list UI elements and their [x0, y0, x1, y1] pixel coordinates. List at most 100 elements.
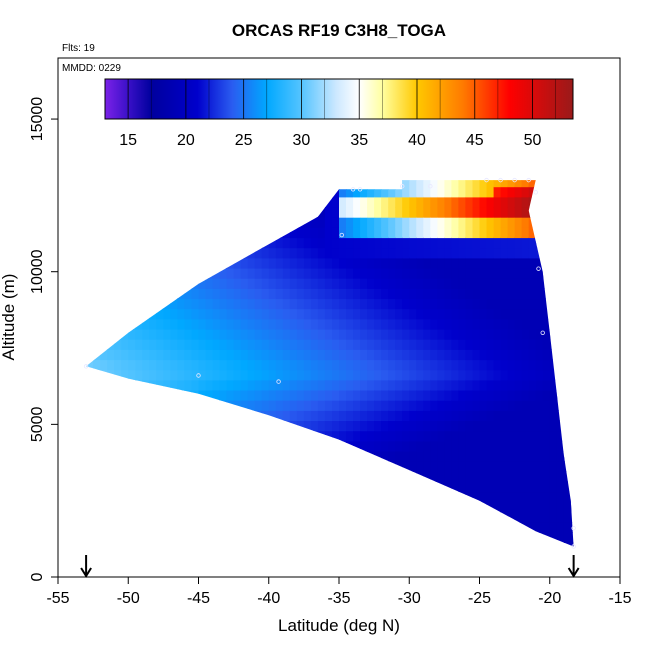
heatmap-cell [542, 522, 551, 533]
heatmap-cell [317, 542, 326, 547]
heatmap-cell [282, 196, 291, 208]
heatmap-cell [360, 420, 368, 432]
heatmap-cell [507, 501, 516, 513]
heatmap-cell [514, 410, 523, 421]
heatmap-cell [451, 308, 459, 320]
heatmap-cell [549, 410, 558, 421]
heatmap-cell [563, 227, 572, 239]
heatmap-cell [142, 400, 150, 411]
heatmap-cell [493, 532, 502, 543]
heatmap-cell [149, 278, 157, 289]
heatmap-cell [395, 180, 403, 188]
heatmap-cell [149, 257, 157, 269]
heatmap-cell [163, 328, 171, 340]
heatmap-cell [296, 440, 305, 452]
heatmap-cell [191, 349, 200, 361]
heatmap-cell [247, 491, 256, 503]
heatmap-cell [353, 491, 361, 503]
heatmap-cell [472, 379, 481, 391]
heatmap-cell [473, 166, 481, 177]
heatmap-cell [317, 400, 326, 411]
heatmap-cell [177, 217, 185, 228]
heatmap-cell [226, 278, 235, 289]
heatmap-cell [535, 180, 544, 188]
heatmap-cell [86, 227, 94, 239]
heatmap-cell [317, 379, 326, 391]
heatmap-cell [219, 410, 228, 421]
heatmap-cell [121, 227, 129, 239]
heatmap-cell [332, 410, 340, 421]
heatmap-cell [240, 410, 249, 421]
heatmap-cell [261, 461, 270, 472]
heatmap-cell [353, 450, 361, 462]
heatmap-cell [332, 180, 340, 188]
heatmap-cell [549, 298, 558, 310]
heatmap-cell [177, 532, 185, 543]
heatmap-cell [317, 288, 326, 300]
heatmap-cell [528, 328, 537, 340]
heatmap-cell [240, 430, 249, 442]
heatmap-cell [360, 339, 368, 350]
heatmap-cell [296, 369, 305, 381]
heatmap-cell [388, 180, 396, 188]
heatmap-cell [339, 196, 347, 208]
heatmap-cell [486, 196, 495, 208]
heatmap-cell [233, 420, 242, 432]
heatmap-cell [156, 420, 164, 432]
heatmap-cell [451, 196, 459, 208]
heatmap-cell [374, 420, 382, 432]
heatmap-cell [184, 430, 192, 442]
heatmap-cell [107, 288, 115, 300]
heatmap-cell [437, 481, 445, 493]
heatmap-cell [198, 206, 207, 218]
heatmap-cell [233, 410, 242, 421]
arrow-head [567, 567, 580, 578]
heatmap-cell [205, 206, 214, 218]
heatmap-cell [514, 369, 523, 381]
heatmap-cell [388, 481, 396, 493]
heatmap-cell [430, 257, 438, 269]
heatmap-cell [191, 288, 200, 300]
heatmap-cell [93, 501, 101, 513]
heatmap-cell [507, 257, 516, 269]
heatmap-cell [346, 206, 354, 218]
heatmap-cell [247, 186, 256, 198]
heatmap-cell [332, 532, 340, 543]
heatmap-cell [107, 369, 115, 381]
heatmap-cell [177, 522, 185, 533]
heatmap-cell [128, 298, 136, 310]
heatmap-cell [128, 491, 136, 503]
heatmap-cell [275, 186, 284, 198]
heatmap-cell [500, 501, 509, 513]
heatmap-cell [86, 532, 87, 543]
heatmap-cell [149, 237, 157, 249]
heatmap-cell [472, 389, 481, 401]
heatmap-cell [212, 430, 221, 442]
heatmap-cell [303, 461, 312, 472]
heatmap-cell [458, 298, 466, 310]
heatmap-cell [486, 267, 495, 279]
heatmap-cell [388, 186, 396, 198]
heatmap-cell [451, 206, 459, 218]
heatmap-cell [346, 430, 354, 442]
heatmap-cell [570, 328, 574, 340]
heatmap-cell [142, 227, 150, 239]
heatmap-cell [156, 308, 164, 320]
heatmap-cell [121, 389, 129, 401]
heatmap-cell [549, 247, 558, 259]
heatmap-cell [395, 440, 403, 452]
heatmap-cell [430, 491, 438, 503]
heatmap-cell [416, 288, 424, 300]
heatmap-cell [254, 267, 263, 279]
heatmap-cell [226, 511, 235, 523]
heatmap-cell [472, 339, 481, 350]
heatmap-cell [191, 339, 200, 350]
heatmap-cell [409, 410, 417, 421]
heatmap-cell [149, 166, 157, 177]
heatmap-cell [535, 400, 544, 411]
heatmap-cell [339, 267, 347, 279]
heatmap-cell [444, 318, 452, 330]
heatmap-cell [135, 288, 143, 300]
heatmap-cell [458, 196, 466, 208]
heatmap-cell [549, 257, 558, 269]
